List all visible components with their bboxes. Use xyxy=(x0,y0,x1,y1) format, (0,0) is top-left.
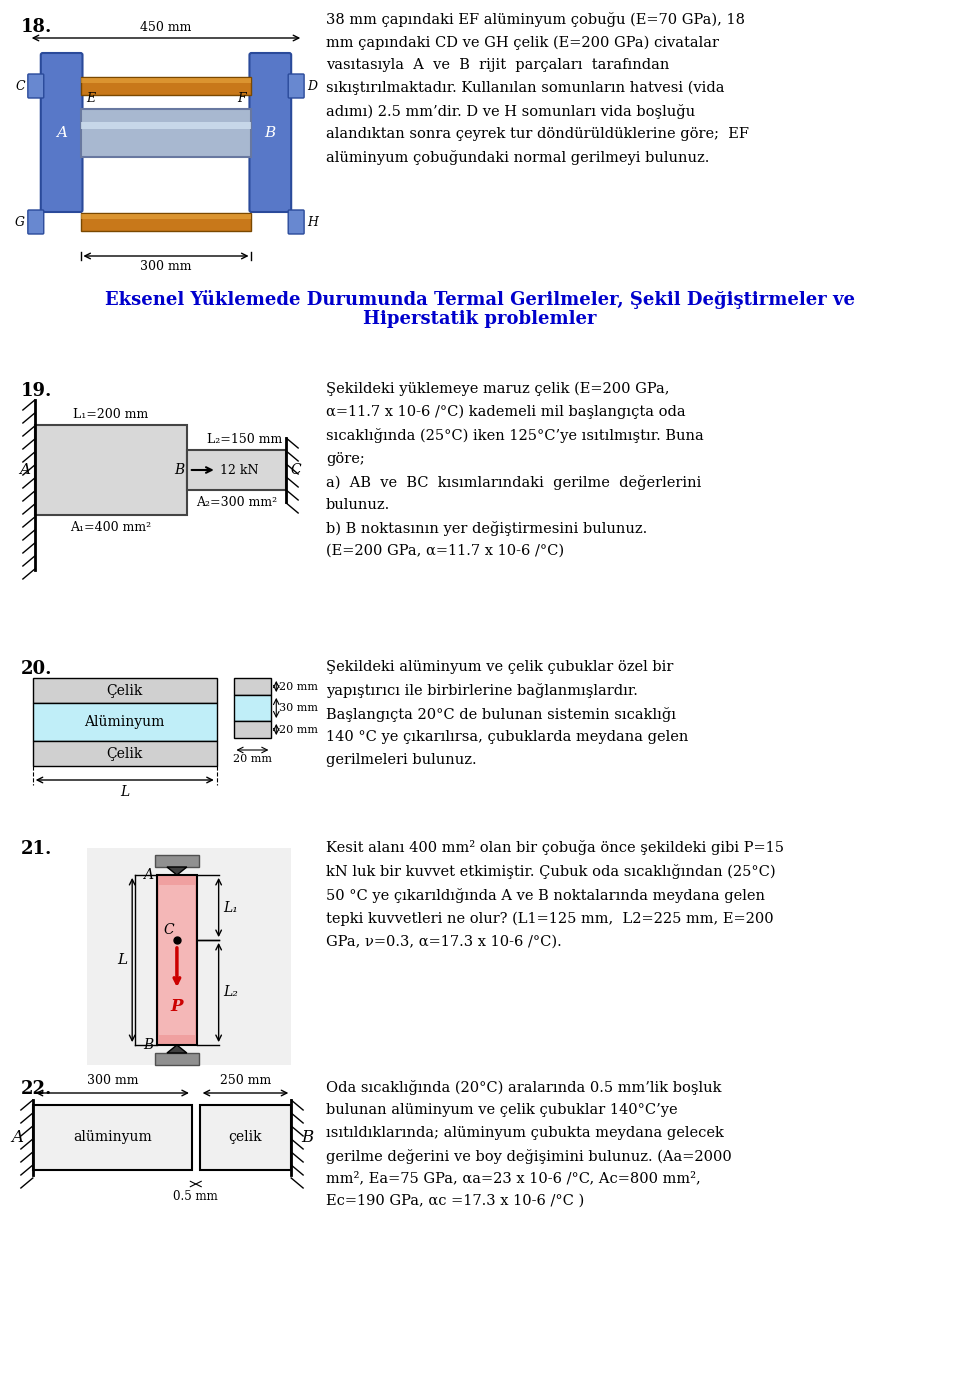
Text: 20 mm: 20 mm xyxy=(279,681,319,692)
Bar xyxy=(81,214,252,220)
Polygon shape xyxy=(167,867,187,876)
Text: alüminyum: alüminyum xyxy=(73,1131,152,1145)
Text: 30 mm: 30 mm xyxy=(279,703,319,713)
Bar xyxy=(81,77,252,83)
Bar xyxy=(81,213,252,231)
Text: Çelik: Çelik xyxy=(107,747,143,761)
Text: A₁=400 mm²: A₁=400 mm² xyxy=(70,521,152,534)
Bar xyxy=(157,876,197,1045)
Bar xyxy=(81,109,252,156)
Text: A: A xyxy=(19,463,30,476)
Text: 300 mm: 300 mm xyxy=(86,1074,138,1087)
Bar xyxy=(87,848,291,1065)
Text: Oda sıcaklığında (20°C) aralarında 0.5 mm’lik boşluk
bulunan alüminyum ve çelik : Oda sıcaklığında (20°C) aralarında 0.5 m… xyxy=(326,1080,732,1208)
Text: 20 mm: 20 mm xyxy=(279,725,319,735)
Text: Şekildeki yüklemeye maruz çelik (E=200 GPa,
α=11.7 x 10-6 /°C) kademeli mil başl: Şekildeki yüklemeye maruz çelik (E=200 G… xyxy=(326,383,704,558)
Text: B: B xyxy=(301,1130,313,1146)
Text: 19.: 19. xyxy=(21,383,52,400)
Bar xyxy=(200,1105,291,1170)
Text: Çelik: Çelik xyxy=(107,684,143,697)
Text: B: B xyxy=(175,463,185,476)
Bar xyxy=(233,695,272,721)
Text: F: F xyxy=(237,91,246,105)
Polygon shape xyxy=(167,1045,187,1052)
Text: L₂: L₂ xyxy=(224,986,238,1000)
Bar xyxy=(33,1105,192,1170)
Text: D: D xyxy=(307,80,317,93)
Text: L₁=200 mm: L₁=200 mm xyxy=(73,407,149,421)
Text: L₂=150 mm: L₂=150 mm xyxy=(206,434,282,446)
Text: 300 mm: 300 mm xyxy=(140,260,192,273)
Bar xyxy=(33,703,217,742)
Text: C: C xyxy=(15,80,25,93)
Text: Kesit alanı 400 mm² olan bir çobuğa önce şekildeki gibi P=15
kN luk bir kuvvet e: Kesit alanı 400 mm² olan bir çobuğa önce… xyxy=(326,840,784,949)
FancyBboxPatch shape xyxy=(40,52,83,213)
Text: Hiperstatik problemler: Hiperstatik problemler xyxy=(363,309,597,329)
Text: 18.: 18. xyxy=(21,18,52,36)
Text: L: L xyxy=(117,953,128,967)
Text: E: E xyxy=(86,91,96,105)
Bar xyxy=(187,450,286,490)
Bar xyxy=(233,721,272,737)
Polygon shape xyxy=(155,855,200,867)
Text: 21.: 21. xyxy=(21,840,52,858)
Text: L₁: L₁ xyxy=(224,900,238,914)
Text: A: A xyxy=(11,1130,23,1146)
Text: A: A xyxy=(143,869,153,882)
FancyBboxPatch shape xyxy=(288,210,304,233)
Text: Eksenel Yüklemede Durumunda Termal Gerilmeler, Şekil Değiştirmeler ve: Eksenel Yüklemede Durumunda Termal Geril… xyxy=(105,290,855,309)
Text: 0.5 mm: 0.5 mm xyxy=(174,1190,218,1203)
Text: çelik: çelik xyxy=(228,1131,262,1145)
Text: 20.: 20. xyxy=(21,660,53,678)
Text: Alüminyum: Alüminyum xyxy=(84,715,165,729)
Text: 250 mm: 250 mm xyxy=(220,1074,271,1087)
Text: A₂=300 mm²: A₂=300 mm² xyxy=(196,496,277,510)
Bar xyxy=(35,425,187,515)
Bar xyxy=(33,678,217,703)
Bar xyxy=(33,742,217,766)
FancyBboxPatch shape xyxy=(250,52,291,213)
Bar xyxy=(159,885,195,1034)
FancyBboxPatch shape xyxy=(28,75,44,98)
Text: H: H xyxy=(307,215,318,228)
Bar xyxy=(81,122,252,128)
Text: C: C xyxy=(290,463,300,476)
Text: G: G xyxy=(14,215,25,228)
Text: B: B xyxy=(143,1039,153,1052)
FancyBboxPatch shape xyxy=(288,75,304,98)
Bar xyxy=(233,678,272,695)
FancyBboxPatch shape xyxy=(28,210,44,233)
Text: Şekildeki alüminyum ve çelik çubuklar özel bir
yapıştırıcı ile birbirlerine bağl: Şekildeki alüminyum ve çelik çubuklar öz… xyxy=(326,660,688,766)
Text: C: C xyxy=(163,923,174,936)
Text: 38 mm çapındaki EF alüminyum çobuğu (E=70 GPa), 18
mm çapındaki CD ve GH çelik (: 38 mm çapındaki EF alüminyum çobuğu (E=7… xyxy=(326,12,749,166)
Text: L: L xyxy=(120,784,130,800)
Text: 22.: 22. xyxy=(21,1080,52,1098)
Bar xyxy=(81,77,252,95)
Text: 20 mm: 20 mm xyxy=(233,754,272,764)
Text: P: P xyxy=(171,998,183,1015)
Text: 450 mm: 450 mm xyxy=(140,21,192,35)
Polygon shape xyxy=(155,1052,200,1065)
Text: 12 kN: 12 kN xyxy=(220,464,258,476)
Text: B: B xyxy=(265,126,276,139)
Text: A: A xyxy=(56,126,67,139)
